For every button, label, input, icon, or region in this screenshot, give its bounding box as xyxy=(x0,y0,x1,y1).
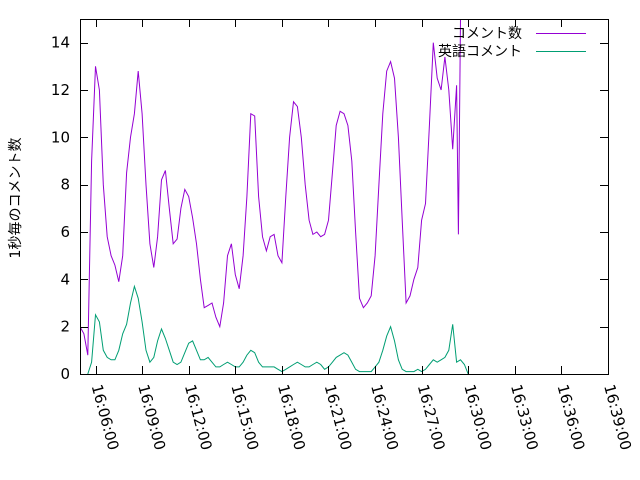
x-tick-label: 16:21:00 xyxy=(321,382,356,452)
plot-frame xyxy=(80,19,609,375)
x-tick-label: 16:12:00 xyxy=(181,382,216,452)
x-tick-label: 16:30:00 xyxy=(460,382,495,452)
x-tick-label: 16:33:00 xyxy=(507,382,542,452)
x-tick-label: 16:36:00 xyxy=(554,382,589,452)
y-tick-label: 6 xyxy=(60,223,70,241)
y-axis: 0 2 4 6 8 10 12 14 xyxy=(51,34,608,383)
series-line-0 xyxy=(80,19,461,356)
x-tick-label: 16:27:00 xyxy=(414,382,449,452)
y-tick-label: 10 xyxy=(51,128,70,146)
y-tick-label: 2 xyxy=(60,318,70,336)
legend-label: コメント数 xyxy=(452,26,522,42)
x-tick-label: 16:39:00 xyxy=(600,382,635,452)
legend-label: 英語コメント xyxy=(438,43,522,60)
x-tick-label: 16:24:00 xyxy=(367,382,402,452)
y-tick-label: 0 xyxy=(60,365,70,383)
x-tick-label: 16:06:00 xyxy=(88,382,123,452)
y-tick-label: 8 xyxy=(60,176,70,194)
y-tick-label: 4 xyxy=(60,270,70,288)
y-tick-label: 14 xyxy=(51,34,70,52)
series-layer xyxy=(80,19,469,374)
series-line-1 xyxy=(87,284,469,374)
x-tick-label: 16:09:00 xyxy=(134,382,169,452)
y-tick-label: 12 xyxy=(51,81,70,99)
y-axis-title: 1秒毎のコメント数 xyxy=(8,138,24,259)
x-tick-label: 16:18:00 xyxy=(274,382,309,452)
x-axis: 16:06:00 16:09:00 16:12:00 16:15:00 16:18:00… xyxy=(88,19,635,452)
x-tick-label: 16:15:00 xyxy=(227,382,262,452)
